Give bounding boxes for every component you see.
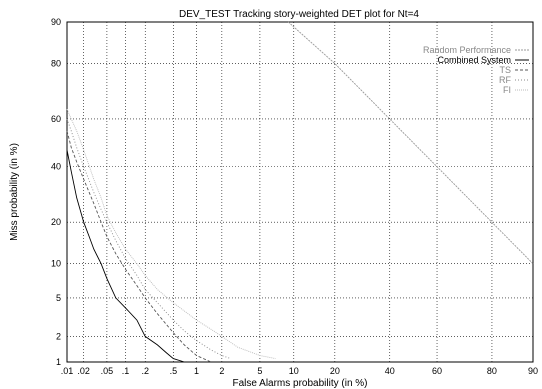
x-tick-label: 20 bbox=[330, 366, 340, 376]
y-tick-label: 10 bbox=[51, 259, 61, 269]
legend-label: Random Performance bbox=[423, 45, 511, 55]
x-tick-label: 1 bbox=[194, 366, 199, 376]
x-tick-label: .02 bbox=[77, 366, 90, 376]
x-tick-label: 10 bbox=[289, 366, 299, 376]
series-line-4 bbox=[66, 118, 231, 360]
x-tick-label: .01 bbox=[61, 366, 74, 376]
x-tick-label: 5 bbox=[257, 366, 262, 376]
y-tick-label: 2 bbox=[56, 331, 61, 341]
x-tick-label: .2 bbox=[141, 366, 149, 376]
y-tick-label: 40 bbox=[51, 162, 61, 172]
series-line-2 bbox=[66, 149, 185, 363]
legend-label: RF bbox=[499, 75, 511, 85]
tick-labels: .01.02 .05 .1 .2 .5 1 2 5 10 20 40 60 80 90 1 2 5 10 20 40 6… bbox=[51, 17, 538, 376]
x-tick-label: 90 bbox=[528, 366, 538, 376]
chart-title: DEV_TEST Tracking story-weighted DET plo… bbox=[179, 9, 419, 20]
x-tick-label: 40 bbox=[385, 366, 395, 376]
series-line-5 bbox=[66, 108, 276, 360]
x-tick-label: .1 bbox=[122, 366, 130, 376]
legend-label: Combined System bbox=[437, 55, 511, 65]
y-tick-label: 60 bbox=[51, 114, 61, 124]
legend-label: TS bbox=[499, 65, 511, 75]
x-tick-label: .05 bbox=[101, 366, 114, 376]
x-tick-label: 2 bbox=[219, 366, 224, 376]
y-tick-label: 80 bbox=[51, 58, 61, 68]
grid bbox=[66, 21, 534, 363]
series-line-1 bbox=[288, 21, 534, 265]
series-line-3 bbox=[66, 130, 212, 363]
y-tick-label: 1 bbox=[56, 357, 61, 367]
y-tick-label: 20 bbox=[51, 217, 61, 227]
plot-frame bbox=[66, 21, 534, 363]
x-tick-label: 80 bbox=[487, 366, 497, 376]
x-axis-label: False Alarms probability (in %) bbox=[232, 378, 367, 389]
series-lines bbox=[66, 21, 534, 363]
x-tick-label: 60 bbox=[432, 366, 442, 376]
x-tick-label: .5 bbox=[170, 366, 178, 376]
y-tick-label: 90 bbox=[51, 17, 61, 27]
y-tick-label: 5 bbox=[56, 293, 61, 303]
y-axis-label: Miss probability (in %) bbox=[9, 143, 20, 241]
legend-label: FI bbox=[503, 85, 511, 95]
